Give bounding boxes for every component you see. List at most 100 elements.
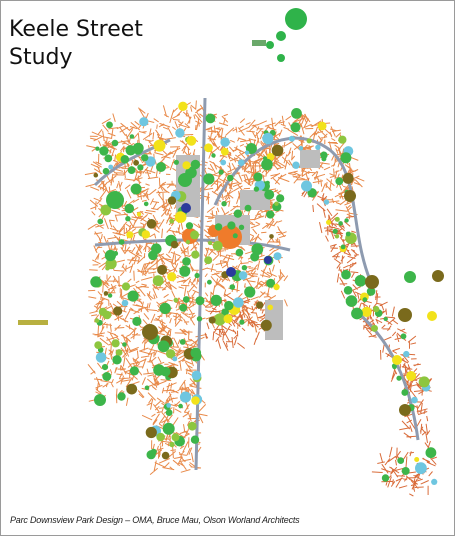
marker (291, 108, 302, 119)
marker (179, 304, 187, 312)
marker (191, 396, 200, 405)
site-map (0, 0, 455, 510)
marker (373, 306, 379, 312)
marker (291, 122, 301, 132)
marker (346, 295, 358, 307)
marker (196, 296, 205, 305)
marker (301, 181, 312, 192)
marker (183, 296, 190, 303)
marker (238, 159, 245, 166)
marker (414, 457, 419, 462)
marker (122, 300, 129, 307)
marker (97, 219, 103, 225)
marker (126, 145, 136, 155)
marker (96, 352, 107, 363)
marker (153, 275, 164, 286)
marker (106, 122, 113, 129)
marker (186, 240, 190, 244)
marker (344, 286, 353, 295)
marker (401, 333, 407, 339)
marker (94, 341, 102, 349)
marker (355, 275, 367, 287)
marker (338, 221, 343, 226)
marker (245, 151, 249, 155)
marker (371, 325, 378, 332)
marker (204, 256, 212, 264)
marker (318, 122, 327, 131)
marker (432, 270, 444, 282)
marker (384, 317, 388, 321)
marker (102, 364, 108, 370)
marker (95, 318, 100, 323)
marker (398, 308, 412, 322)
marker (224, 301, 233, 310)
marker (272, 145, 284, 157)
marker (171, 241, 179, 249)
marker (142, 230, 150, 238)
marker (182, 257, 191, 266)
marker (169, 442, 174, 447)
marker (169, 219, 174, 224)
marker (213, 241, 223, 251)
marker (156, 162, 166, 172)
marker (242, 265, 247, 270)
marker (338, 136, 346, 144)
marker (179, 266, 190, 277)
marker (221, 201, 226, 206)
marker (307, 138, 312, 143)
marker (186, 222, 193, 229)
marker (252, 40, 266, 46)
marker (191, 251, 199, 259)
marker (144, 202, 149, 207)
marker (363, 297, 368, 302)
marker (90, 276, 101, 287)
marker (182, 161, 190, 169)
marker (160, 303, 171, 314)
marker (340, 152, 351, 163)
marker (190, 230, 199, 239)
marker (188, 422, 197, 431)
marker (426, 447, 437, 458)
page: Keele Street Study Parc Downsview Park D… (0, 0, 455, 536)
marker (180, 392, 191, 403)
marker (141, 154, 148, 161)
marker (396, 376, 401, 381)
marker (245, 205, 252, 212)
marker (265, 181, 269, 185)
marker (122, 282, 130, 290)
marker (335, 234, 339, 238)
marker (343, 173, 354, 184)
marker (315, 145, 320, 150)
marker (137, 164, 143, 170)
marker (217, 320, 223, 326)
marker (203, 173, 214, 184)
marker (266, 41, 274, 49)
marker (168, 196, 176, 204)
marker (94, 173, 99, 178)
marker (156, 433, 165, 442)
marker (220, 160, 226, 166)
marker (174, 298, 179, 303)
marker (267, 305, 273, 311)
marker (292, 162, 299, 169)
marker (117, 392, 125, 400)
marker (125, 216, 130, 221)
marker (274, 202, 278, 206)
marker (197, 316, 202, 321)
marker (289, 136, 295, 142)
marker (175, 211, 187, 223)
marker (264, 190, 274, 200)
marker (285, 8, 307, 30)
marker (178, 102, 187, 111)
marker (351, 308, 363, 320)
marker (206, 114, 216, 124)
marker (220, 138, 229, 147)
marker (112, 339, 120, 347)
marker (126, 384, 137, 395)
marker (215, 223, 222, 230)
marker (341, 245, 346, 250)
marker (142, 324, 158, 340)
marker (399, 404, 411, 416)
marker (299, 146, 303, 150)
marker (133, 160, 139, 166)
